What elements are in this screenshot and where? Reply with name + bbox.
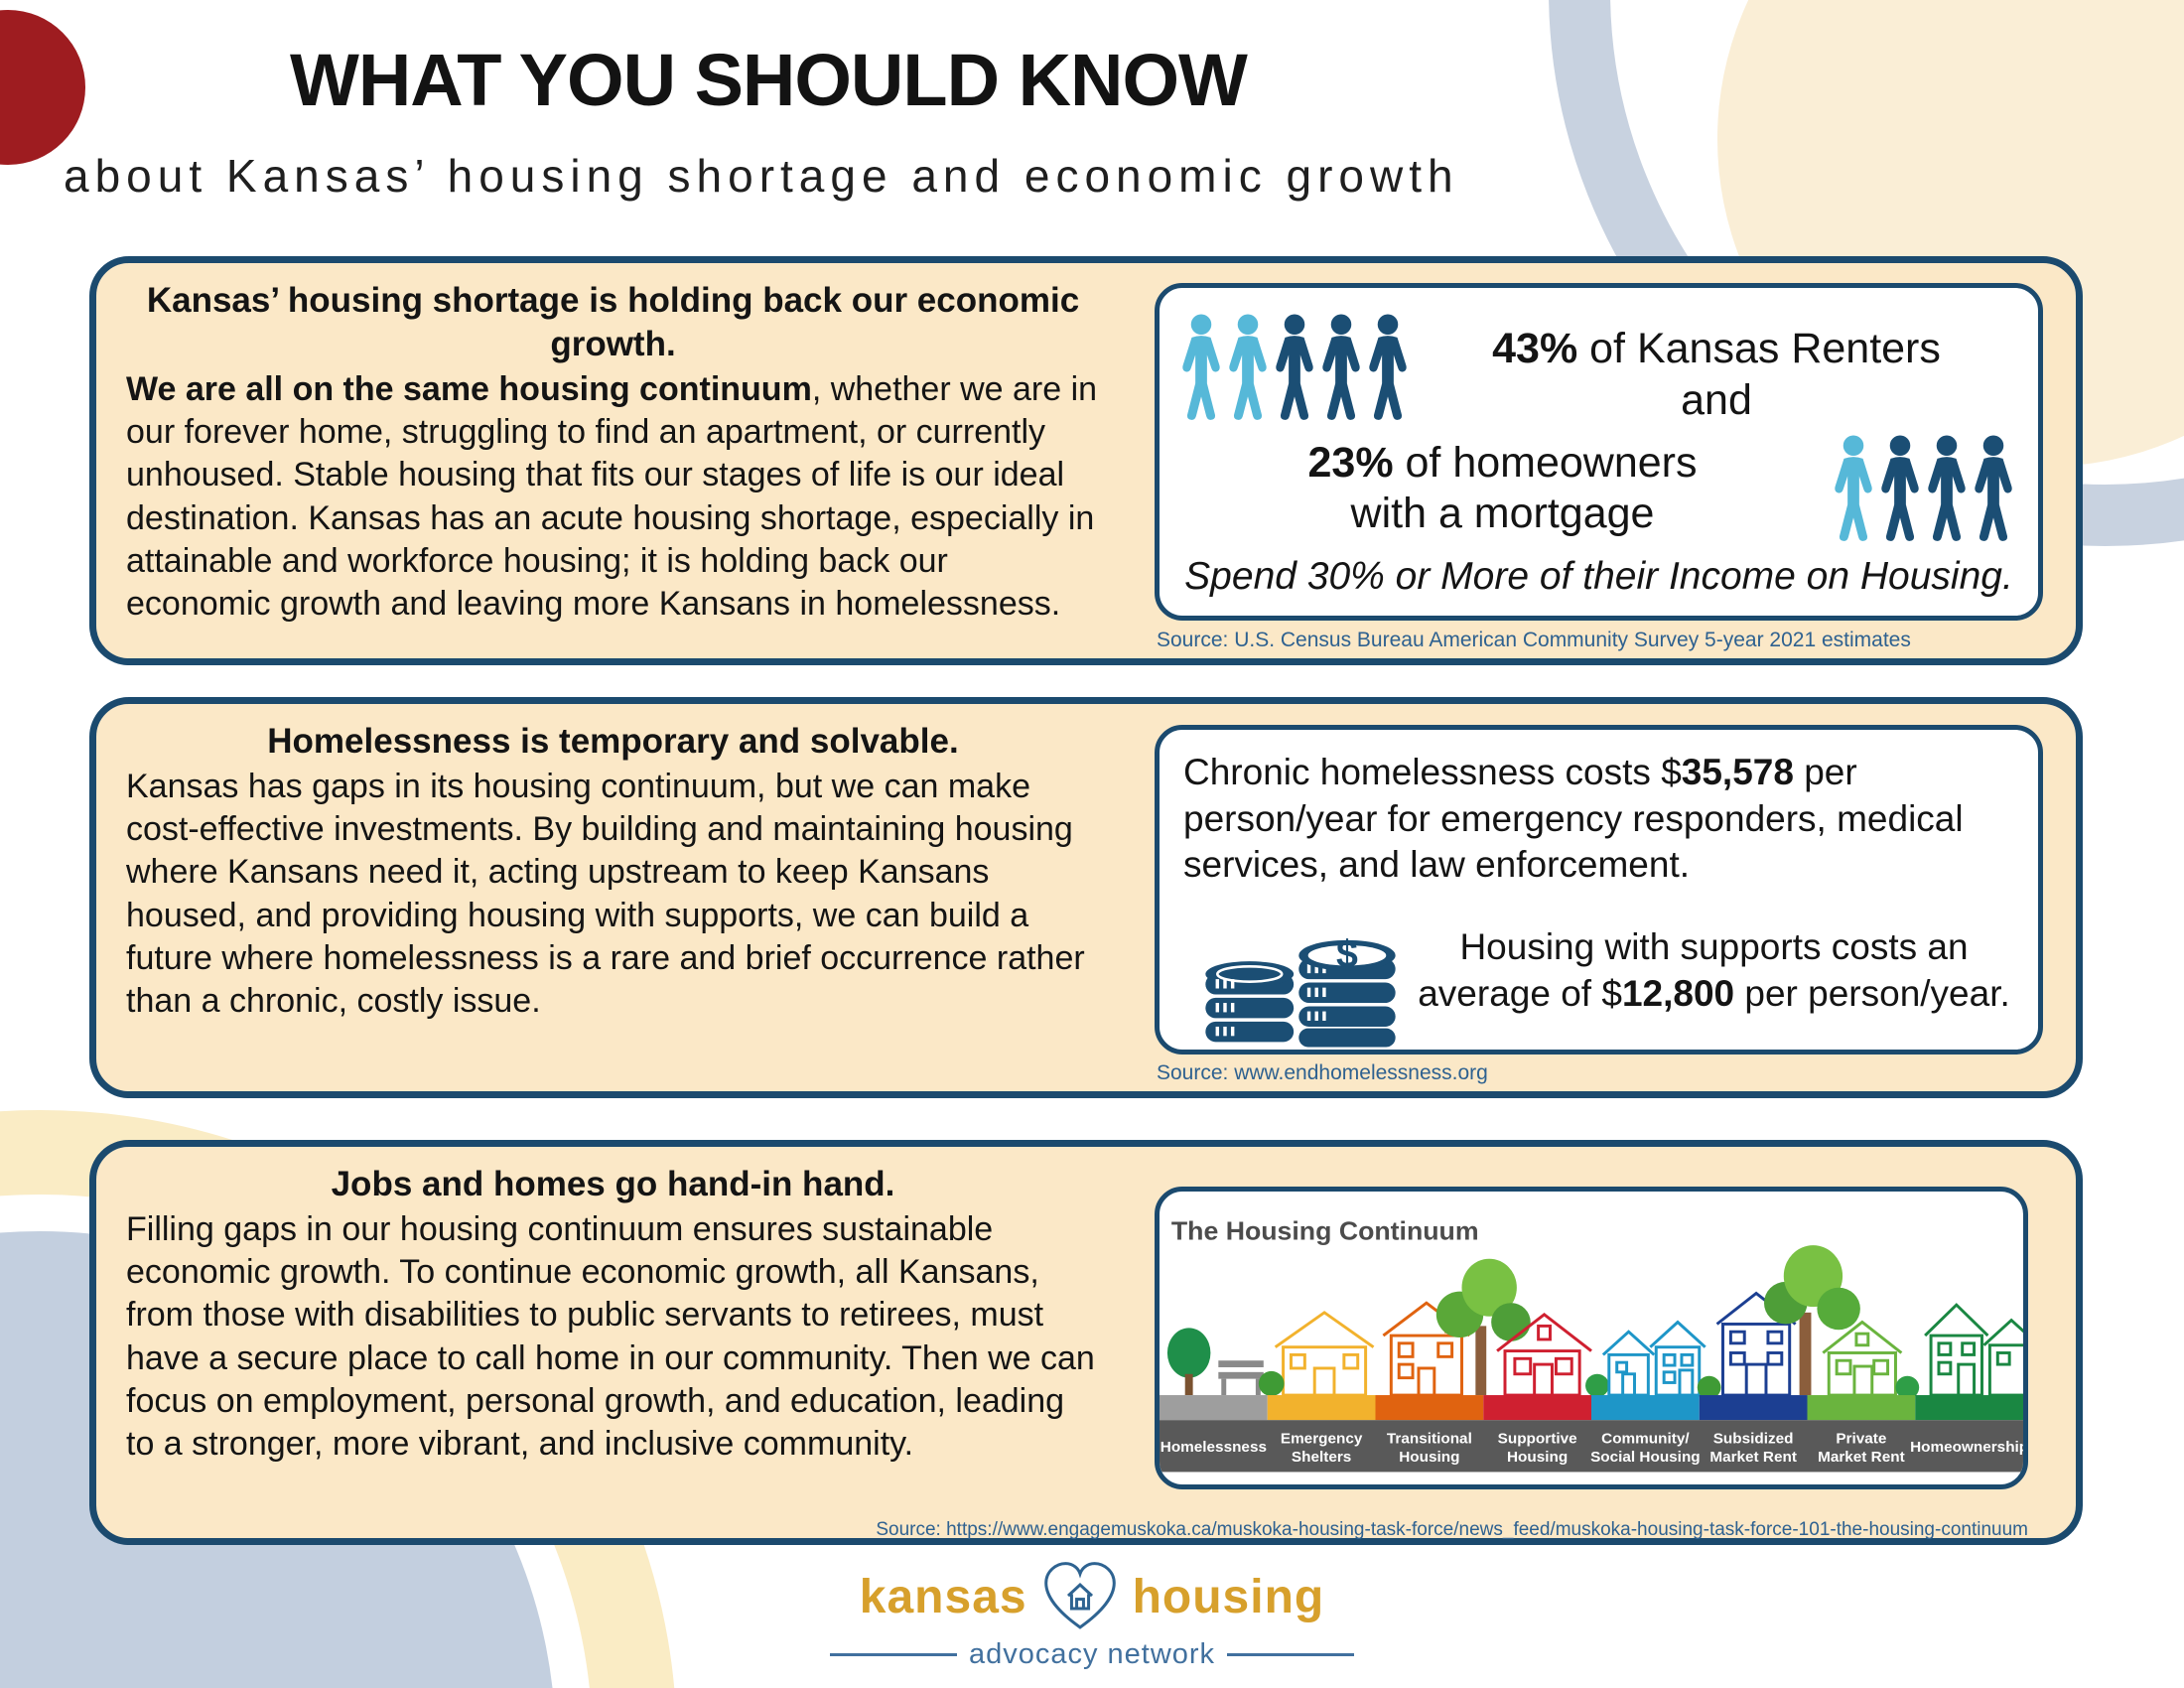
section2-paragraph: Kansas has gaps in its housing continuum… [126,767,1085,1021]
renters-stat-panel: 43% of Kansas Renters and 23% of homeown… [1155,283,2043,621]
person-icon [1835,435,1872,542]
footer: kansas housing advocacy network [0,1561,2184,1671]
logo: kansas housing [0,1561,2184,1632]
person-icon [1975,435,2012,542]
section1-paragraph: We are all on the same housing continuum… [126,368,1098,627]
tree-icon [1166,1328,1211,1378]
logo-word-housing: housing [1132,1570,1325,1623]
supports-cost-amount: 12,800 [1621,972,1735,1014]
income-tagline: Spend 30% or More of their Income on Hou… [1184,555,2013,599]
section1-heading: Kansas’ housing shortage is holding back… [146,281,1080,363]
person-icon [1928,435,1966,542]
subsidized-house-icon [1715,1291,1797,1397]
heart-house-icon [1043,1562,1116,1629]
bush-icon [1258,1370,1285,1397]
person-icon [1322,314,1360,421]
supports-cost-row: $ Housing with supports costs an average… [1160,889,2038,1050]
transitional-house-icon [1382,1301,1471,1397]
section3-heading: Jobs and homes go hand-in hand. [331,1165,895,1203]
chronic-cost-pre: Chronic homelessness costs $ [1183,752,1682,792]
section1-rest: , whether we are in our forever home, st… [126,369,1098,624]
svg-text:Homeownership: Homeownership [1910,1439,2023,1456]
emergency-shelter-house-icon [1274,1311,1375,1397]
endhomelessness-source: Source: www.endhomelessness.org [1157,1061,1488,1084]
homeowners-stat-text: 23% of homeowners with a mortgage [1173,438,1832,540]
svg-text:$: $ [1336,932,1358,976]
continuum-labels: Homelessness Emergency Shelters Transitiona… [1160,1431,2023,1466]
logo-tagline-row: advocacy network [0,1638,2184,1671]
house-icon [1066,1582,1093,1611]
continuum-title-text: The Housing Continuum [1171,1216,1479,1246]
section-homelessness: Homelessness is temporary and solvable. … [89,697,2083,1098]
section1-lead: We are all on the same housing continuum [126,369,812,408]
svg-text:Community/Social Housing: Community/Social Housing [1590,1431,1701,1466]
decor-circle-top-left [0,10,85,165]
renters-percent: 43% [1492,325,1578,372]
person-icon [1881,435,1919,542]
section3-paragraph: Filling gaps in our housing continuum en… [126,1209,1095,1464]
housing-continuum-svg: The Housing Continuum [1160,1216,2023,1473]
logo-tagline: advocacy network [968,1638,1216,1670]
section-jobs-homes: Jobs and homes go hand-in hand. Filling … [89,1140,2083,1545]
tagline-rule-right [1227,1653,1355,1656]
coins-icon: $ [1205,932,1396,1048]
supports-cost-text: Housing with supports costs an average o… [1406,924,2022,1017]
big-tree-icon [1764,1245,1860,1396]
chronic-cost-post: per person/year for emergency responders… [1183,752,1964,886]
supports-cost-post: per person/year. [1734,972,2010,1014]
chronic-cost-amount: 35,578 [1681,752,1794,792]
and-label: and [1681,375,1752,424]
bush-icon [1697,1375,1721,1399]
person-icon [1369,314,1407,421]
chronic-cost-text: Chronic homelessness costs $35,578 per p… [1160,730,2038,889]
section3-text-column: Jobs and homes go hand-in hand. Filling … [124,1155,1102,1467]
bush-icon [1585,1373,1609,1397]
bench-icon [1218,1360,1264,1396]
private-market-house-icon [1822,1320,1903,1397]
supports-cost-pre: Housing with supports costs an average o… [1418,926,1969,1014]
homeowners-row: 23% of homeowners with a mortgage [1160,426,2038,547]
census-source: Source: U.S. Census Bureau American Comm… [1157,629,1911,651]
page-subtitle: about Kansas’ housing shortage and econo… [64,150,1459,202]
tagline-rule-left [829,1653,957,1656]
page-title: WHAT YOU SHOULD KNOW [290,39,1248,121]
supportive-house-icon [1496,1312,1592,1397]
housing-continuum-panel: The Housing Continuum [1155,1187,2028,1489]
section2-text-column: Homelessness is temporary and solvable. … [124,712,1102,1024]
person-icon [1229,314,1267,421]
continuum-strip [1160,1395,2023,1421]
svg-text:Homelessness: Homelessness [1160,1439,1267,1456]
section1-text-column: Kansas’ housing shortage is holding back… [124,271,1102,627]
renters-stat-text: 43% of Kansas Renters and [1413,308,2020,426]
renters-people-icons [1179,308,1413,426]
community-houses-icon [1601,1320,1706,1397]
logo-word-kansas: kansas [859,1570,1027,1623]
person-icon [1276,314,1313,421]
renters-row: 43% of Kansas Renters and [1160,288,2038,426]
continuum-source: Source: https://www.engagemuskoka.ca/mus… [876,1519,2028,1540]
homeowners-label2: with a mortgage [1350,490,1655,538]
cost-stat-panel: Chronic homelessness costs $35,578 per p… [1155,725,2043,1055]
section2-heading: Homelessness is temporary and solvable. [267,722,959,761]
section-housing-shortage: Kansas’ housing shortage is holding back… [89,256,2083,665]
homeowners-percent: 23% [1307,438,1394,487]
person-icon [1182,314,1220,421]
homeownership-houses-icon [1924,1303,2023,1397]
bush-icon [1895,1375,1920,1399]
homeowners-label: of homeowners [1393,438,1698,487]
renters-label: of Kansas Renters [1577,325,1941,372]
homeowners-people-icons [1832,430,2018,547]
